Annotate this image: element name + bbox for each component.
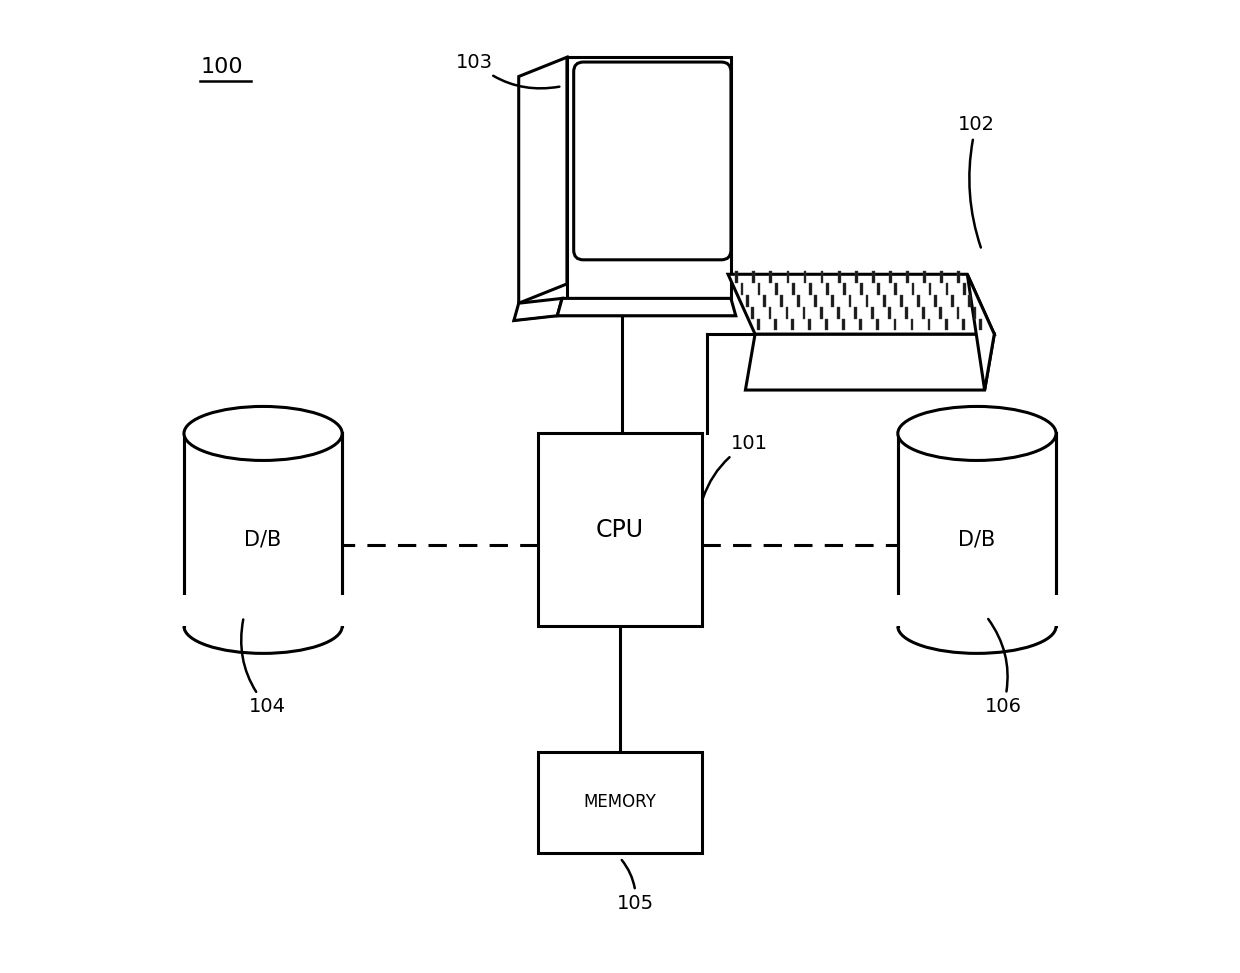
Polygon shape [894, 283, 898, 295]
Polygon shape [968, 295, 971, 306]
Polygon shape [900, 295, 903, 306]
Text: 102: 102 [957, 115, 994, 247]
Polygon shape [980, 319, 982, 331]
Polygon shape [513, 299, 562, 320]
Text: 104: 104 [242, 620, 285, 716]
Polygon shape [808, 319, 811, 331]
Polygon shape [962, 319, 965, 331]
Text: 105: 105 [618, 860, 655, 913]
Polygon shape [769, 306, 771, 318]
Polygon shape [910, 319, 914, 331]
Polygon shape [928, 319, 930, 331]
Polygon shape [866, 295, 868, 306]
Polygon shape [911, 283, 914, 295]
Ellipse shape [898, 407, 1056, 460]
Text: CPU: CPU [596, 518, 644, 542]
Polygon shape [769, 271, 773, 282]
Polygon shape [934, 295, 936, 306]
Polygon shape [916, 295, 920, 306]
Polygon shape [940, 271, 944, 282]
Text: 106: 106 [985, 619, 1022, 716]
Polygon shape [746, 295, 749, 306]
Polygon shape [957, 271, 960, 282]
Polygon shape [753, 271, 755, 282]
Polygon shape [758, 283, 760, 295]
Polygon shape [826, 283, 828, 295]
Polygon shape [786, 271, 790, 282]
Polygon shape [751, 306, 754, 318]
Polygon shape [756, 319, 760, 331]
Text: D/B: D/B [244, 529, 281, 550]
Polygon shape [557, 299, 735, 316]
Polygon shape [567, 57, 730, 299]
Polygon shape [872, 271, 874, 282]
Polygon shape [859, 319, 862, 331]
Polygon shape [898, 433, 1056, 627]
Polygon shape [946, 283, 949, 295]
Polygon shape [774, 319, 776, 331]
Polygon shape [179, 595, 347, 627]
Polygon shape [962, 283, 966, 295]
Polygon shape [854, 271, 858, 282]
Polygon shape [843, 283, 846, 295]
Polygon shape [956, 306, 960, 318]
Polygon shape [906, 271, 909, 282]
Polygon shape [878, 283, 880, 295]
Polygon shape [518, 57, 567, 304]
Text: D/B: D/B [959, 529, 996, 550]
Polygon shape [940, 306, 942, 318]
Polygon shape [973, 306, 976, 318]
Polygon shape [797, 295, 800, 306]
Polygon shape [967, 274, 994, 390]
Polygon shape [951, 295, 954, 306]
Bar [538, 433, 702, 627]
Polygon shape [889, 271, 892, 282]
Polygon shape [825, 319, 828, 331]
Polygon shape [945, 319, 947, 331]
Polygon shape [184, 433, 342, 627]
Polygon shape [848, 295, 852, 306]
Polygon shape [894, 319, 897, 331]
Polygon shape [802, 306, 806, 318]
Polygon shape [877, 319, 879, 331]
Polygon shape [792, 283, 795, 295]
Polygon shape [883, 295, 885, 306]
Polygon shape [861, 283, 863, 295]
Polygon shape [775, 283, 777, 295]
Text: 100: 100 [201, 56, 243, 77]
Polygon shape [820, 306, 822, 318]
Polygon shape [929, 283, 931, 295]
Polygon shape [893, 595, 1061, 627]
Polygon shape [923, 306, 925, 318]
Text: 103: 103 [456, 53, 559, 89]
Polygon shape [808, 283, 812, 295]
FancyBboxPatch shape [574, 62, 730, 260]
Text: 101: 101 [703, 434, 768, 498]
Polygon shape [745, 334, 994, 390]
Polygon shape [821, 271, 823, 282]
Polygon shape [924, 271, 926, 282]
Polygon shape [842, 319, 844, 331]
Polygon shape [804, 271, 806, 282]
Polygon shape [735, 271, 738, 282]
Polygon shape [786, 306, 789, 318]
Polygon shape [832, 295, 835, 306]
Polygon shape [854, 306, 857, 318]
Polygon shape [815, 295, 817, 306]
Polygon shape [740, 283, 744, 295]
Polygon shape [780, 295, 782, 306]
Polygon shape [791, 319, 794, 331]
Bar [538, 752, 702, 853]
Polygon shape [763, 295, 766, 306]
Polygon shape [728, 274, 994, 334]
Polygon shape [837, 306, 839, 318]
Polygon shape [905, 306, 908, 318]
Polygon shape [838, 271, 841, 282]
Text: MEMORY: MEMORY [584, 793, 656, 811]
Polygon shape [888, 306, 890, 318]
Polygon shape [870, 306, 874, 318]
Ellipse shape [184, 407, 342, 460]
